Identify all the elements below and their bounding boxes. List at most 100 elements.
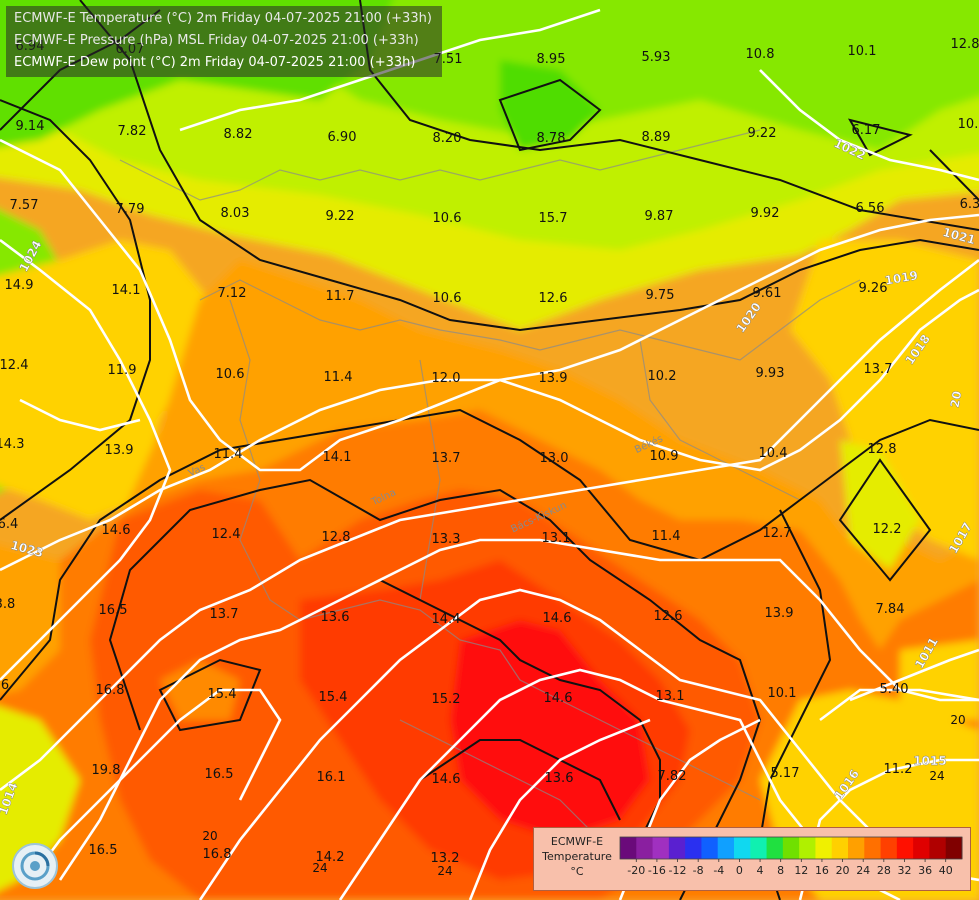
legend-tick-label: -4 bbox=[713, 864, 724, 877]
dewpoint-value: 12.6 bbox=[539, 291, 568, 306]
dewpoint-value: 8.78 bbox=[537, 131, 566, 146]
isotherm-label: 24 bbox=[437, 864, 452, 878]
dewpoint-value: 8.82 bbox=[224, 127, 253, 142]
temperature-legend: ECMWF-E Temperature °C -20 -16 -12 -8 -4 0 4 8 1… bbox=[533, 827, 971, 891]
map-header: ECMWF-E Temperature (°C) 2m Friday 04-07… bbox=[6, 6, 442, 77]
dewpoint-value: 14.6 bbox=[102, 523, 131, 538]
legend-title-line1: ECMWF-E bbox=[550, 835, 604, 848]
legend-swatch bbox=[652, 837, 670, 859]
dewpoint-value: 19.8 bbox=[92, 763, 121, 778]
legend-swatch bbox=[668, 837, 686, 859]
legend-swatch bbox=[685, 837, 702, 859]
isotherm-labels: 20 20 24 24 24 bbox=[202, 713, 965, 878]
isobar-label: 1019 bbox=[884, 268, 919, 288]
legend-tick-label: 8 bbox=[777, 864, 784, 877]
dewpoint-value: 11.4 bbox=[324, 370, 353, 385]
dewpoint-value: 12.2 bbox=[873, 522, 902, 537]
legend-swatch bbox=[717, 837, 735, 859]
dewpoint-value: 6 bbox=[1, 678, 9, 693]
dewpoint-value: 7.82 bbox=[658, 769, 687, 784]
dewpoint-value: 6.4 bbox=[0, 517, 18, 532]
legend-tick-label: 20 bbox=[836, 864, 850, 877]
dewpoint-value: 14.2 bbox=[316, 850, 345, 865]
dewpoint-value: 13.9 bbox=[105, 443, 134, 458]
legend-tick-label: 4 bbox=[757, 864, 764, 877]
dewpoint-value: 7.82 bbox=[118, 124, 147, 139]
legend-tick-label: 36 bbox=[918, 864, 932, 877]
dewpoint-value: 14.3 bbox=[0, 437, 24, 452]
dewpoint-value: 15.2 bbox=[432, 692, 461, 707]
dewpoint-value: 5.40 bbox=[880, 682, 909, 697]
dewpoint-value: 12.8 bbox=[868, 442, 897, 457]
legend-swatch bbox=[848, 837, 865, 859]
dewpoint-value: 10.9 bbox=[650, 449, 679, 464]
dewpoint-value: 13.6 bbox=[321, 610, 350, 625]
dewpoint-value: 12.7 bbox=[763, 526, 792, 541]
dewpoint-value: 5.93 bbox=[642, 50, 671, 65]
dewpoint-value: 13.0 bbox=[540, 451, 569, 466]
dewpoint-value: 12.4 bbox=[212, 527, 241, 542]
dewpoint-value: 11.4 bbox=[652, 529, 681, 544]
dewpoint-value: 14.6 bbox=[432, 772, 461, 787]
dewpoint-value: 11.9 bbox=[108, 363, 137, 378]
dewpoint-value: 12.0 bbox=[432, 371, 461, 386]
dewpoint-value: 6.3 bbox=[960, 197, 979, 212]
dewpoint-value: 16.8 bbox=[203, 847, 232, 862]
legend-tick-label: 12 bbox=[794, 864, 808, 877]
dewpoint-value: 13.7 bbox=[864, 362, 893, 377]
legend-swatch bbox=[636, 837, 654, 859]
legend-swatch bbox=[782, 837, 800, 859]
legend-tick-label: 40 bbox=[939, 864, 953, 877]
legend-colorbar: -20 -16 -12 -8 -4 0 4 8 12 16 20 24 28 32 36 40 bbox=[619, 836, 963, 877]
dewpoint-value: 14.1 bbox=[112, 283, 141, 298]
dewpoint-value: 10.2 bbox=[648, 369, 677, 384]
dewpoint-value: 7.84 bbox=[876, 602, 905, 617]
dewpoint-value: 14.6 bbox=[544, 691, 573, 706]
dewpoint-value: 13.2 bbox=[431, 851, 460, 866]
legend-title: ECMWF-E Temperature °C bbox=[540, 834, 614, 879]
dewpoint-value: 11.2 bbox=[884, 762, 913, 777]
dewpoint-value: 11.7 bbox=[326, 289, 355, 304]
dewpoint-value: 13.9 bbox=[765, 606, 794, 621]
legend-swatch bbox=[913, 837, 930, 859]
dewpoint-value: 7.79 bbox=[116, 202, 145, 217]
dewpoint-value: 10.8 bbox=[746, 47, 775, 62]
dewpoint-value: 10.4 bbox=[759, 446, 788, 461]
dewpoint-value: 8.20 bbox=[433, 131, 462, 146]
dewpoint-value: 10.1 bbox=[768, 686, 797, 701]
legend-tick-label: 32 bbox=[897, 864, 911, 877]
dewpoint-value: 13.7 bbox=[432, 451, 461, 466]
header-line-temperature[interactable]: ECMWF-E Temperature (°C) 2m Friday 04-07… bbox=[14, 11, 432, 26]
dewpoint-value: 13.3 bbox=[432, 532, 461, 547]
dewpoint-value: 10.6 bbox=[216, 367, 245, 382]
dewpoint-value: 16.5 bbox=[89, 843, 118, 858]
dewpoint-value: 9.22 bbox=[748, 126, 777, 141]
dewpoint-value: 12.8 bbox=[322, 530, 351, 545]
dewpoint-value: 9.87 bbox=[645, 209, 674, 224]
dewpoint-value: 15.4 bbox=[319, 690, 348, 705]
dewpoint-value: 15.4 bbox=[208, 687, 237, 702]
dewpoint-value: 14.6 bbox=[543, 611, 572, 626]
legend-tick-label: 0 bbox=[736, 864, 743, 877]
dewpoint-value: 9.92 bbox=[751, 206, 780, 221]
dewpoint-value: 10. bbox=[958, 117, 979, 132]
legend-swatch bbox=[929, 837, 947, 859]
dewpoint-value: 5.17 bbox=[771, 766, 800, 781]
header-line-dewpoint[interactable]: ECMWF-E Dew point (°C) 2m Friday 04-07-2… bbox=[14, 55, 416, 70]
dewpoint-value: 9.22 bbox=[326, 209, 355, 224]
legend-bar-frame bbox=[619, 836, 963, 860]
legend-swatch bbox=[734, 837, 751, 859]
dewpoint-value: 3.8 bbox=[0, 597, 15, 612]
dewpoint-value: 6.90 bbox=[328, 130, 357, 145]
dewpoint-value: 8.03 bbox=[221, 206, 250, 221]
header-line-pressure[interactable]: ECMWF-E Pressure (hPa) MSL Friday 04-07-… bbox=[14, 33, 419, 48]
dewpoint-value: 10.6 bbox=[433, 211, 462, 226]
dewpoint-value: 13.1 bbox=[542, 531, 571, 546]
dewpoint-value: 12.6 bbox=[654, 609, 683, 624]
legend-swatch bbox=[766, 837, 784, 859]
isobar-label: 1015 bbox=[913, 754, 946, 768]
dewpoint-value: 14.1 bbox=[323, 450, 352, 465]
dewpoint-value: 12.8 bbox=[951, 37, 979, 52]
